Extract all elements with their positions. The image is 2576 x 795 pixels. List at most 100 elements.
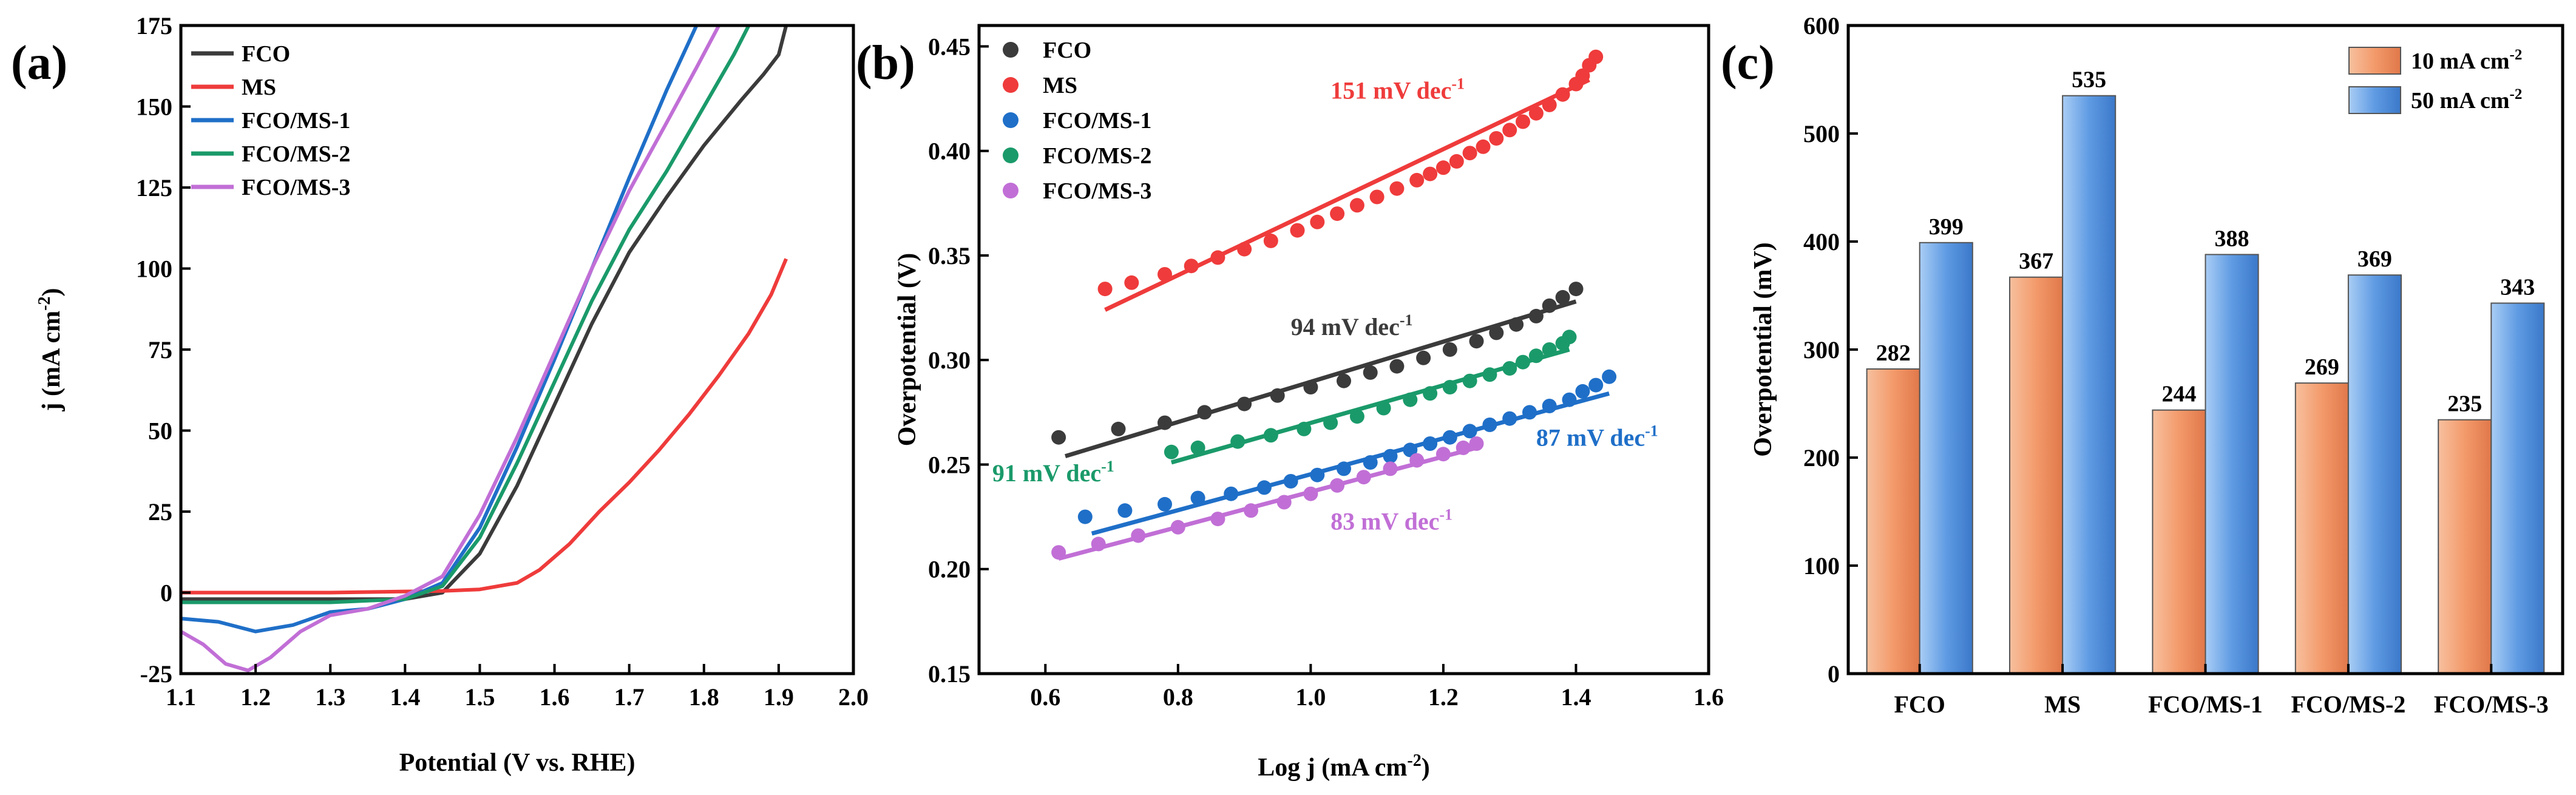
x-tick-label-b: 0.6: [1030, 683, 1060, 711]
data-point-b-2: [1482, 418, 1497, 432]
data-point-b-1: [1158, 267, 1172, 282]
bar-3-0: [2294, 382, 2349, 674]
data-point-b-0: [1270, 388, 1285, 403]
data-point-b-2: [1542, 399, 1557, 413]
legend-marker-b-1: [1003, 77, 1019, 93]
category-label-c-0: FCO: [1894, 691, 1945, 718]
legend-swatch-c-0: [2348, 47, 2401, 75]
fit-line-b-4: [1058, 445, 1477, 561]
data-point-b-4: [1091, 536, 1106, 552]
bar-value-label: 367: [2019, 249, 2053, 274]
fit-line-b-2: [1091, 391, 1610, 536]
y-tick-label-b: 0.35: [928, 242, 971, 269]
slope-label-b-3: 91 mV dec-1: [992, 458, 1114, 487]
data-point-b-1: [1237, 242, 1252, 257]
data-point-b-4: [1170, 519, 1185, 535]
data-point-b-3: [1403, 392, 1418, 407]
data-point-b-2: [1117, 503, 1133, 518]
data-point-b-2: [1310, 467, 1325, 482]
data-point-b-0: [1528, 308, 1544, 323]
legend-label-a-4: FCO/MS-3: [242, 175, 350, 200]
x-tick-label-a: 1.5: [464, 683, 495, 711]
x-tick-label-b: 1.2: [1428, 683, 1459, 711]
data-point-b-4: [1303, 486, 1318, 501]
y-tick-label-b: 0.15: [928, 660, 971, 688]
data-point-b-4: [1383, 461, 1398, 476]
data-point-b-3: [1482, 367, 1497, 382]
x-tick-label-b: 1.4: [1561, 683, 1591, 711]
data-point-b-1: [1310, 214, 1325, 229]
y-axis-label-c: Overpotential (mV): [1749, 242, 1777, 456]
data-point-b-4: [1131, 528, 1146, 543]
data-point-b-3: [1528, 348, 1544, 364]
fit-line-b-0: [1065, 299, 1577, 459]
y-tick-label-a: 25: [148, 498, 172, 526]
data-point-b-4: [1435, 447, 1451, 462]
data-point-b-0: [1469, 334, 1484, 349]
data-point-b-2: [1190, 490, 1205, 506]
data-point-b-4: [1469, 436, 1484, 451]
data-point-b-0: [1509, 317, 1524, 332]
y-tick-label-a: 50: [148, 418, 172, 445]
y-tick-label-a: 75: [148, 336, 172, 364]
data-point-b-1: [1124, 275, 1139, 290]
y-tick-label-a: 100: [136, 255, 172, 283]
category-label-c-4: FCO/MS-3: [2434, 691, 2549, 718]
bar-2-0: [2152, 409, 2206, 674]
x-tick-label-a: 1.6: [540, 683, 570, 711]
data-point-b-4: [1409, 453, 1425, 468]
legend-label-c-1: 50 mA cm-2: [2411, 86, 2522, 113]
category-label-c-2: FCO/MS-1: [2148, 691, 2263, 718]
data-point-b-1: [1489, 131, 1504, 146]
data-point-b-2: [1423, 436, 1438, 451]
data-point-b-1: [1476, 139, 1491, 154]
bar-value-label: 388: [2215, 226, 2249, 251]
data-point-b-1: [1349, 198, 1364, 213]
y-tick-label-b: 0.30: [928, 347, 971, 374]
data-point-b-2: [1363, 455, 1378, 470]
data-point-b-4: [1356, 470, 1371, 485]
x-tick-label-a: 1.2: [240, 683, 271, 711]
y-tick-label-c: 100: [1803, 552, 1840, 580]
slope-label-b-2: 87 mV dec-1: [1536, 422, 1658, 451]
y-tick-label-b: 0.20: [928, 556, 971, 583]
data-point-b-0: [1363, 365, 1378, 380]
data-point-b-1: [1330, 206, 1345, 222]
slope-label-b-1: 151 mV dec-1: [1330, 75, 1465, 104]
data-point-b-0: [1442, 342, 1457, 357]
category-label-c-1: MS: [2044, 691, 2081, 718]
bar-value-label: 535: [2072, 67, 2106, 93]
data-point-b-1: [1263, 233, 1278, 248]
bar-value-label: 282: [1876, 340, 1911, 366]
x-axis-label-a: Potential (V vs. RHE): [399, 749, 636, 777]
data-point-b-1: [1528, 106, 1544, 121]
legend-label-a-2: FCO/MS-1: [242, 108, 350, 134]
y-tick-label-b: 0.40: [928, 138, 971, 165]
bar-4-1: [2490, 302, 2545, 674]
data-point-b-3: [1263, 428, 1278, 443]
data-point-b-1: [1369, 189, 1385, 205]
data-point-b-4: [1244, 503, 1258, 518]
legend-marker-b-2: [1003, 112, 1019, 128]
y-tick-label-c: 300: [1803, 336, 1840, 364]
data-point-b-3: [1562, 330, 1577, 345]
bar-3-1: [2347, 274, 2402, 674]
data-point-b-3: [1542, 342, 1557, 357]
y-axis-label-a: j (mA cm-2): [35, 288, 66, 412]
bar-4-0: [2438, 419, 2492, 674]
data-point-b-3: [1296, 421, 1312, 436]
legend-marker-b-3: [1003, 147, 1019, 163]
data-point-b-4: [1456, 440, 1471, 455]
fit-line-b-1: [1104, 78, 1590, 312]
panel-label-a: (a): [11, 36, 67, 90]
y-tick-label-a: 175: [136, 12, 172, 39]
slope-label-b-0: 94 mV dec-1: [1291, 311, 1413, 340]
data-point-b-1: [1184, 259, 1199, 274]
data-point-b-0: [1051, 430, 1066, 445]
data-point-b-2: [1502, 411, 1517, 426]
legend-label-b-1: MS: [1043, 73, 1077, 98]
legend-label-a-0: FCO: [242, 41, 290, 67]
data-point-b-1: [1588, 49, 1604, 64]
legend-label-b-3: FCO/MS-2: [1043, 143, 1151, 169]
